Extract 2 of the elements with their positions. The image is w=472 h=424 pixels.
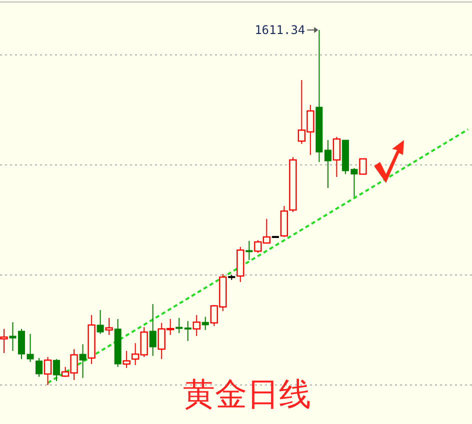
text: 黄金日线	[183, 375, 311, 413]
annotation: 1611.34	[254, 23, 306, 37]
